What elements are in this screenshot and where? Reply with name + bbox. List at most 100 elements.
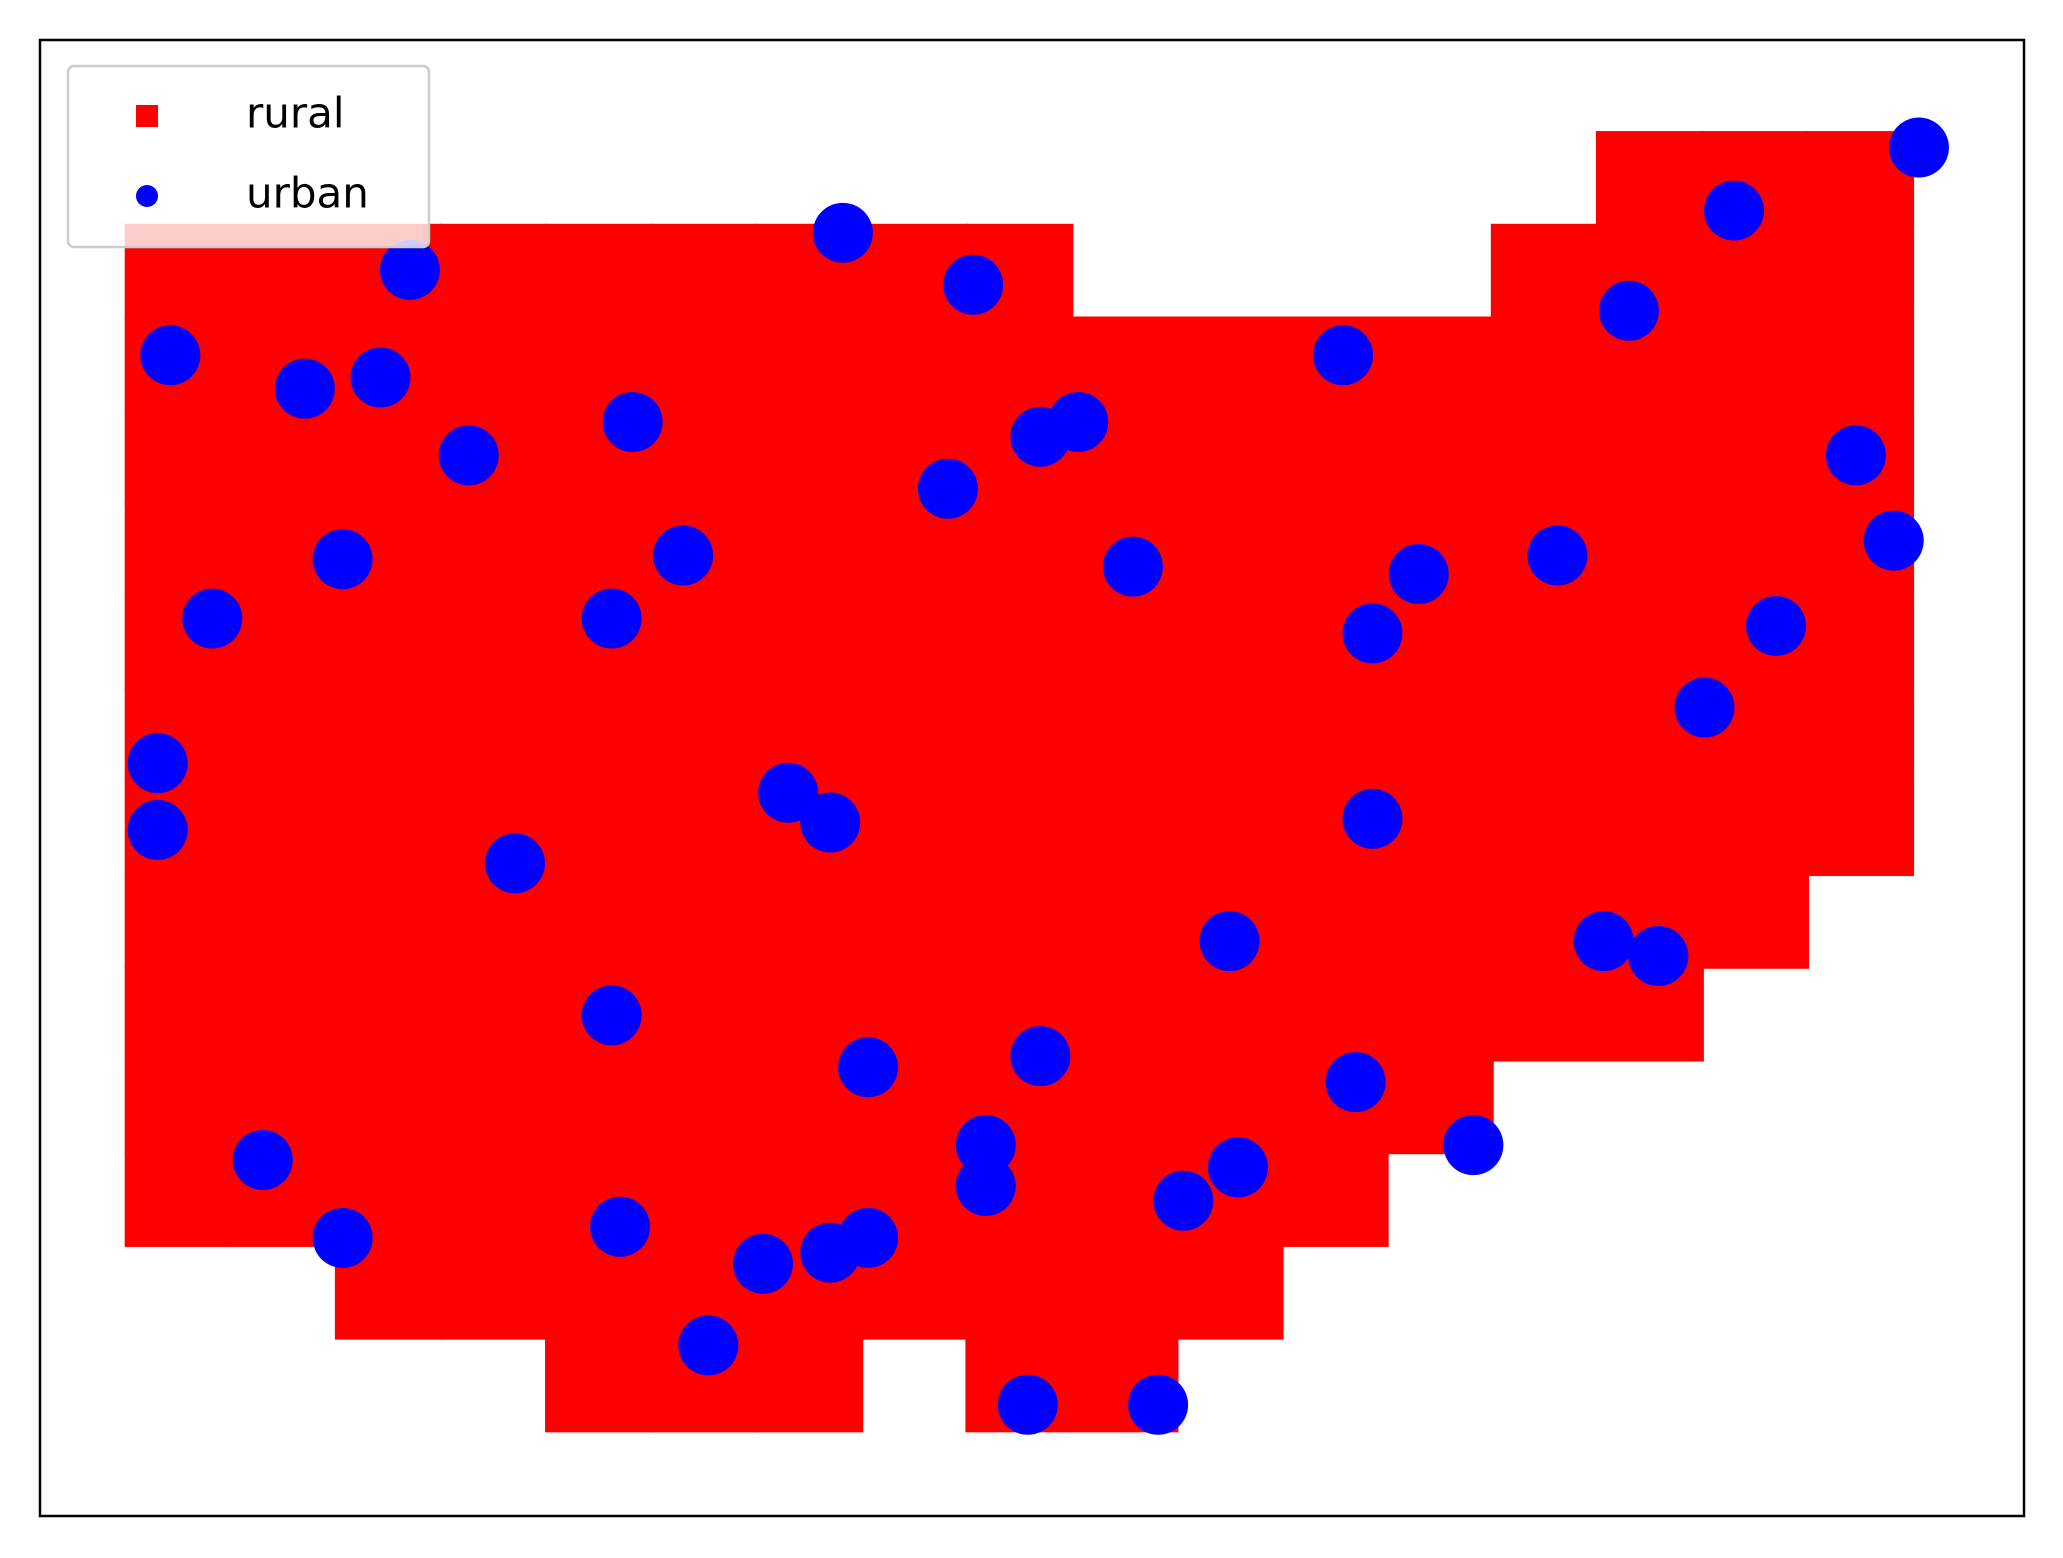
- urban-point: [1746, 595, 1806, 656]
- rural-point: [755, 872, 864, 969]
- urban-point: [1313, 325, 1374, 386]
- rural-point: [1595, 409, 1704, 506]
- rural-point: [650, 223, 759, 320]
- rural-point: [965, 872, 1074, 969]
- urban-point: [590, 1196, 651, 1257]
- urban-point: [1153, 1170, 1214, 1231]
- rural-point: [860, 316, 969, 413]
- rural-point: [545, 780, 654, 877]
- rural-point: [229, 594, 338, 691]
- rural-point: [545, 501, 654, 598]
- rural-point: [1175, 687, 1284, 784]
- rural-point: [1385, 316, 1494, 413]
- rural-point: [755, 409, 864, 506]
- rural-point: [1070, 687, 1179, 784]
- rural-point: [965, 780, 1074, 877]
- rural-point: [1070, 1058, 1179, 1155]
- rural-point: [650, 780, 759, 877]
- rural-point: [1385, 687, 1494, 784]
- legend-box: [66, 64, 431, 249]
- urban-point: [312, 529, 373, 590]
- rural-point: [439, 501, 548, 598]
- urban-point: [127, 799, 188, 860]
- rural-point: [650, 316, 759, 413]
- rural-point: [1490, 687, 1599, 784]
- rural-point: [1806, 316, 1915, 413]
- urban-point: [1703, 180, 1764, 241]
- rural-point: [965, 1243, 1074, 1340]
- rural-point: [124, 872, 233, 969]
- rural-point: [1490, 223, 1599, 320]
- urban-point: [838, 1037, 899, 1098]
- rural-point: [229, 687, 338, 784]
- legend-label: rural: [246, 89, 345, 138]
- rural-point: [1490, 594, 1599, 691]
- rural-point: [860, 780, 969, 877]
- urban-point: [917, 458, 978, 519]
- urban-point: [1888, 117, 1949, 178]
- rural-point: [1806, 223, 1915, 320]
- rural-point: [229, 872, 338, 969]
- rural-point: [1595, 780, 1704, 877]
- rural-point: [1175, 316, 1284, 413]
- rural-point: [334, 780, 443, 877]
- rural-point: [1175, 965, 1284, 1062]
- rural-point: [650, 409, 759, 506]
- rural-point: [1700, 501, 1809, 598]
- rural-point: [1806, 780, 1915, 877]
- rural-point: [1700, 872, 1809, 969]
- rural-point: [1070, 1243, 1179, 1340]
- rural-point: [755, 1336, 864, 1433]
- rural-point: [1175, 1243, 1284, 1340]
- rural-point: [1595, 501, 1704, 598]
- rural-point: [1175, 1058, 1284, 1155]
- rural-point: [860, 687, 969, 784]
- rural-point: [1175, 594, 1284, 691]
- urban-point: [484, 833, 545, 894]
- rural-point: [334, 965, 443, 1062]
- rural-point: [1490, 409, 1599, 506]
- rural-point: [1595, 594, 1704, 691]
- rural-point: [545, 1336, 654, 1433]
- rural-point: [1070, 872, 1179, 969]
- rural-point: [439, 687, 548, 784]
- plot-frame: [38, 38, 2026, 1518]
- urban-point: [438, 425, 499, 486]
- urban-point: [274, 358, 335, 419]
- rural-point: [334, 409, 443, 506]
- urban-point: [1674, 677, 1735, 738]
- rural-point: [650, 1150, 759, 1247]
- rural-point: [1070, 594, 1179, 691]
- rural-point: [1175, 780, 1284, 877]
- rural-point: [1280, 872, 1389, 969]
- urban-point: [1128, 1374, 1189, 1435]
- rural-point: [1175, 501, 1284, 598]
- rural-point: [439, 594, 548, 691]
- urban-point: [182, 588, 243, 649]
- rural-point: [124, 965, 233, 1062]
- rural-point: [334, 1058, 443, 1155]
- urban-point: [653, 525, 714, 586]
- urban-point: [1102, 536, 1163, 597]
- rural-point: [860, 872, 969, 969]
- rural-point: [650, 872, 759, 969]
- urban-point: [732, 1233, 793, 1294]
- legend-marker: [136, 185, 158, 207]
- rural-point: [1490, 965, 1599, 1062]
- rural-point: [965, 501, 1074, 598]
- rural-point: [1595, 131, 1704, 228]
- rural-point: [124, 409, 233, 506]
- urban-point: [379, 239, 440, 300]
- rural-point: [1280, 965, 1389, 1062]
- rural-point: [755, 316, 864, 413]
- rural-point: [1385, 409, 1494, 506]
- rural-point: [650, 687, 759, 784]
- rural-point: [545, 1058, 654, 1155]
- urban-point: [678, 1315, 739, 1376]
- urban-point: [758, 762, 819, 823]
- urban-point: [1628, 926, 1689, 987]
- rural-point: [1175, 409, 1284, 506]
- rural-point: [1070, 965, 1179, 1062]
- urban-point: [1388, 544, 1449, 605]
